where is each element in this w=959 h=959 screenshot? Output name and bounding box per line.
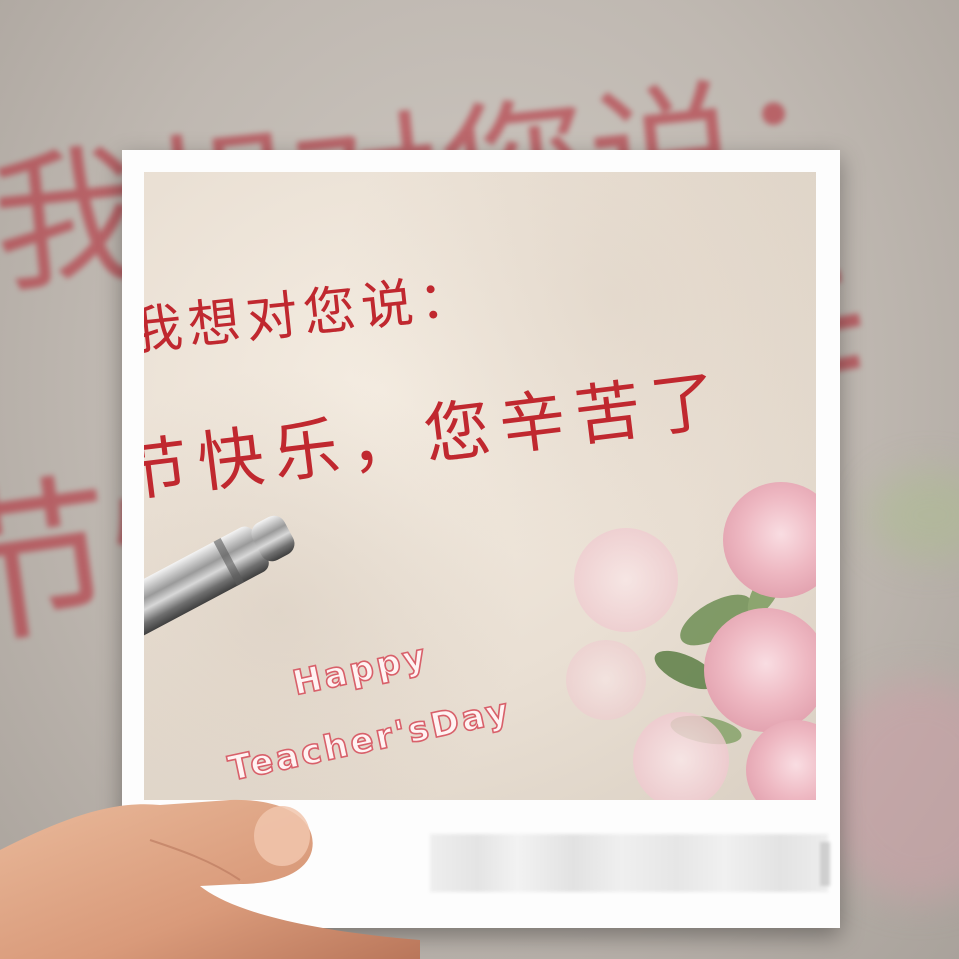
background-leaf-blur (870, 470, 959, 560)
hand (0, 799, 420, 959)
blurred-caption (430, 834, 830, 892)
pen (144, 515, 295, 658)
carnation-bouquet (566, 482, 816, 800)
polaroid-frame: 我想对您说： 节快乐，您辛苦了 (122, 150, 840, 928)
paper-texture (144, 172, 816, 800)
background-flower-blur (820, 680, 959, 900)
greeting-photo: 我想对您说： 节快乐，您辛苦了 (144, 172, 816, 800)
